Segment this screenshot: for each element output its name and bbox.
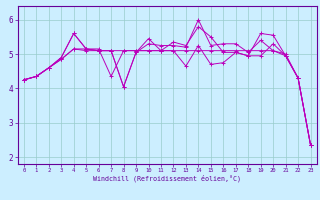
X-axis label: Windchill (Refroidissement éolien,°C): Windchill (Refroidissement éolien,°C): [93, 175, 241, 182]
